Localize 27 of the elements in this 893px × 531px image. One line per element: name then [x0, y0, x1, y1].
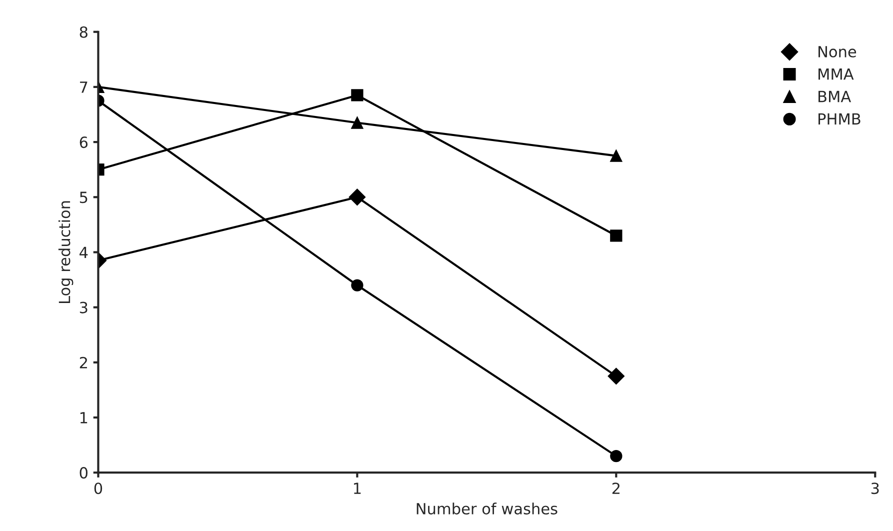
- point: [351, 89, 364, 102]
- x-tick-label: 0: [94, 482, 102, 494]
- y-tick-label: 5: [80, 192, 88, 204]
- legend-label: BMA: [818, 90, 852, 102]
- point: [610, 150, 622, 162]
- y-tick-label: 2: [80, 356, 87, 368]
- legend-label: None: [818, 46, 856, 58]
- legend-label: PHMB: [818, 113, 860, 124]
- y-tick-label: 3: [80, 302, 88, 314]
- x-tick-label: 1: [354, 482, 361, 494]
- y-tick-label: 7: [80, 82, 88, 93]
- y-tick-label: 0: [80, 467, 88, 479]
- y-tick-label: 8: [80, 26, 88, 38]
- y-axis-title: Log reduction: [58, 201, 74, 303]
- legend-label: MMA: [818, 68, 854, 80]
- point: [610, 230, 622, 242]
- point: [351, 279, 364, 292]
- point: [608, 368, 625, 385]
- x-axis-title: Number of washes: [416, 502, 558, 514]
- x-tick-label: 3: [871, 482, 879, 494]
- point: [610, 450, 622, 462]
- point: [348, 188, 366, 206]
- y-tick-label: 4: [80, 246, 88, 258]
- x-tick-label: 2: [612, 482, 620, 494]
- point: [351, 116, 364, 129]
- y-tick-label: 1: [80, 412, 88, 424]
- y-tick-label: 6: [80, 136, 88, 148]
